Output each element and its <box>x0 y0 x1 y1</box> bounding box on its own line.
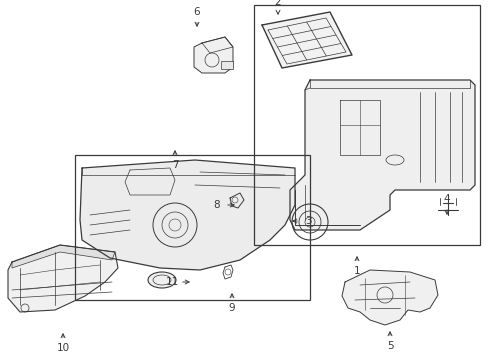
Polygon shape <box>341 270 437 325</box>
Polygon shape <box>80 160 294 270</box>
Polygon shape <box>194 37 232 73</box>
Text: 2: 2 <box>274 0 281 7</box>
Text: 5: 5 <box>386 341 392 351</box>
Polygon shape <box>12 245 115 268</box>
Bar <box>75 155 309 300</box>
Text: 3: 3 <box>304 216 311 226</box>
Ellipse shape <box>148 272 176 288</box>
Ellipse shape <box>385 155 403 165</box>
Bar <box>221 61 232 69</box>
Bar <box>253 5 479 245</box>
Text: 11: 11 <box>165 277 178 287</box>
Text: 7: 7 <box>171 160 178 170</box>
Text: 9: 9 <box>228 303 235 313</box>
Polygon shape <box>289 80 474 230</box>
Text: 10: 10 <box>56 343 69 353</box>
Text: 1: 1 <box>353 266 360 276</box>
Polygon shape <box>262 12 351 68</box>
Text: 8: 8 <box>213 200 220 210</box>
Text: 6: 6 <box>193 7 200 17</box>
Polygon shape <box>8 245 118 312</box>
Text: 4: 4 <box>443 194 449 204</box>
